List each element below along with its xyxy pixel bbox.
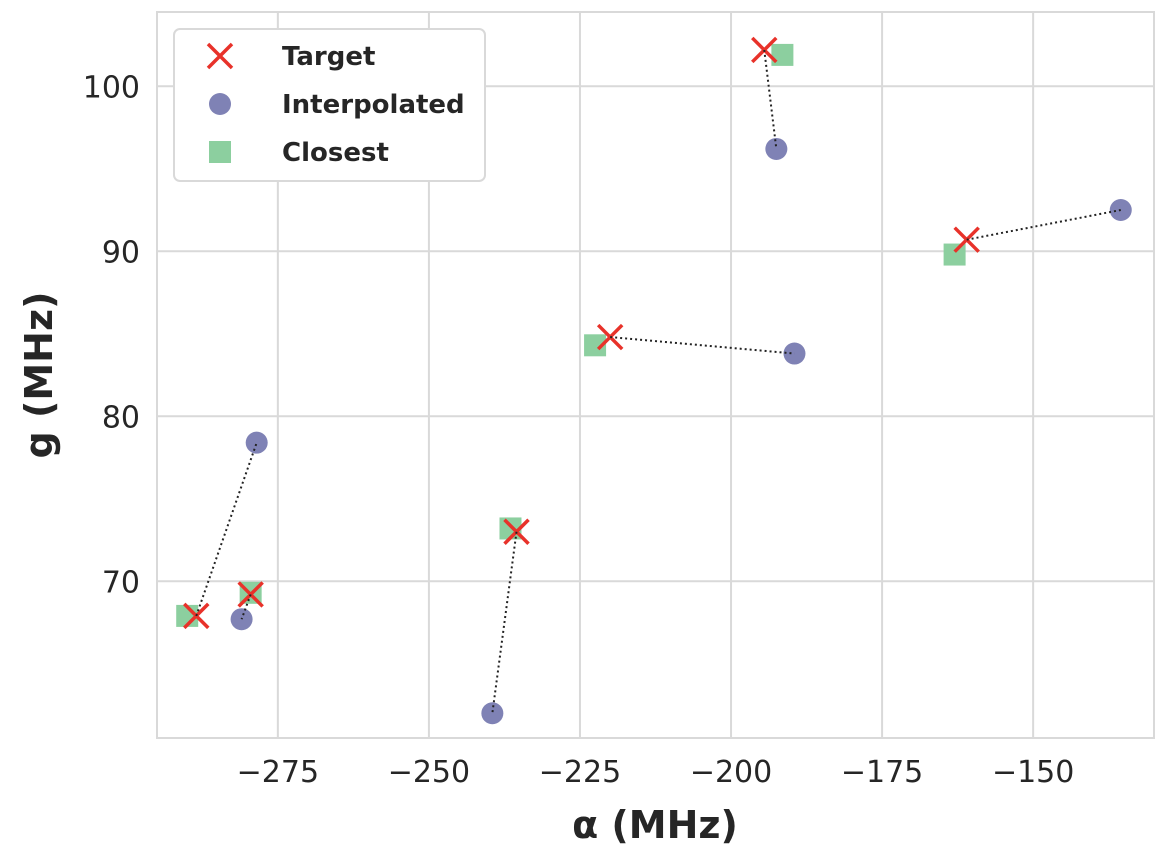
y-tick-label: 70 xyxy=(102,565,140,600)
connector-lines xyxy=(195,49,1121,714)
y-axis-label: g (MHz) xyxy=(17,292,61,459)
connector-line xyxy=(610,336,795,355)
interpolated-point xyxy=(481,702,504,725)
legend-label-closest: Closest xyxy=(282,138,389,168)
connector-line xyxy=(195,442,258,617)
legend-label-target: Target xyxy=(282,42,375,72)
target-point xyxy=(237,581,264,608)
legend-label-interpolated: Interpolated xyxy=(282,90,465,120)
connector-line xyxy=(966,209,1121,241)
x-tick-label: −175 xyxy=(841,755,923,790)
interpolated-point xyxy=(245,431,268,454)
connector-line xyxy=(491,531,518,714)
x-tick-label: −150 xyxy=(992,755,1074,790)
legend: Target Interpolated Closest xyxy=(173,28,486,182)
y-tick-labels: 70 80 90 100 xyxy=(83,70,140,600)
legend-closest-marker xyxy=(209,141,231,163)
y-tick-label: 80 xyxy=(102,400,140,435)
x-tick-labels: −275 −250 −225 −200 −175 −150 xyxy=(237,755,1075,790)
connector-line xyxy=(240,594,252,620)
closest-point xyxy=(584,334,607,357)
y-tick-label: 90 xyxy=(102,235,140,270)
x-tick-label: −200 xyxy=(690,755,772,790)
interpolated-point xyxy=(765,137,788,160)
legend-interpolated-marker xyxy=(209,93,231,115)
connector-line xyxy=(763,49,778,150)
y-tick-label: 100 xyxy=(83,70,140,105)
legend-target-marker xyxy=(206,42,234,70)
x-tick-label: −275 xyxy=(237,755,319,790)
x-tick-label: −225 xyxy=(539,755,621,790)
closest-point xyxy=(943,243,966,266)
x-axis-label: α (MHz) xyxy=(572,803,738,847)
legend-box xyxy=(173,28,486,182)
x-tick-label: −250 xyxy=(388,755,470,790)
